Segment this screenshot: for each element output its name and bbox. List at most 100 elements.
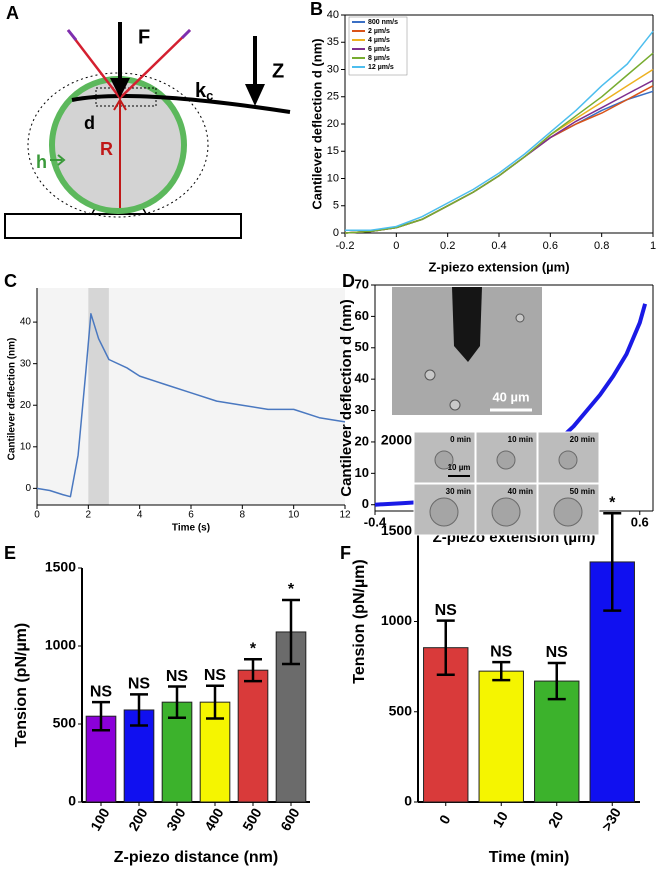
legend-label: 12 µm/s <box>368 64 394 71</box>
x-tick-label: >30 <box>598 805 624 834</box>
y-tick-label: 30 <box>355 402 369 417</box>
legend-label: 6 µm/s <box>368 46 390 53</box>
series-line <box>344 68 654 234</box>
legend-label: 2 µm/s <box>368 28 390 35</box>
indent <box>95 87 157 107</box>
cell <box>553 497 583 527</box>
panel: E 0 500 1000 1500 Tension (pN/µm) Z-piezo dist… <box>4 543 310 866</box>
bar-annotation: * <box>609 494 616 511</box>
panel-label: F <box>340 543 351 563</box>
error-bar <box>282 598 300 666</box>
y-tick-label: 1000 <box>45 637 76 653</box>
y-tick-label: 40 <box>20 317 32 328</box>
panel-label: D <box>342 271 355 291</box>
panel: C 0 10 20 30 40 0 2 4 6 8 10 12 Cantilever deflection… <box>4 271 351 534</box>
label-sub: c <box>206 88 213 103</box>
label: R <box>100 139 113 159</box>
error-bar <box>244 658 262 683</box>
bar-annotation: NS <box>435 602 458 619</box>
y-tick-label: 40 <box>327 9 339 21</box>
x-axis-label: Time (min) <box>489 849 570 866</box>
arrowhead <box>245 84 265 106</box>
shaded-range <box>88 288 109 505</box>
x-tick-label: 0.4 <box>491 240 506 252</box>
scale-label: 10 µm <box>448 463 471 472</box>
y-tick-label: 500 <box>53 715 77 731</box>
series-line <box>344 52 654 234</box>
y-axis-label: Cantilever deflection d (nm) <box>338 299 355 497</box>
cantilever <box>71 94 291 114</box>
y-tick-label: 0 <box>404 793 412 809</box>
panel-label: A <box>6 3 19 23</box>
x-tick-label: 200 <box>125 805 151 833</box>
y-tick-label: 25 <box>327 91 339 103</box>
x-axis-label: Z-piezo distance (nm) <box>114 849 278 866</box>
error-bar <box>168 685 186 720</box>
y-tick-label: 40 <box>355 371 369 386</box>
bar-annotation: NS <box>546 644 569 661</box>
y-axis-label: Cantilever deflection (nm) <box>7 338 18 461</box>
cell <box>558 450 578 470</box>
label: k <box>195 80 207 102</box>
bar <box>237 669 269 803</box>
series-line <box>344 90 654 234</box>
substrate <box>4 213 242 239</box>
arrowhead <box>113 98 127 111</box>
y-tick-label: 20 <box>20 400 32 411</box>
y-tick-label: 0 <box>68 793 76 809</box>
y-tick-label: 2000 <box>381 432 412 448</box>
x-tick-label: 10 <box>489 808 511 830</box>
x-tick-label: 0.6 <box>543 240 558 252</box>
x-tick-label: 0.2 <box>440 240 455 252</box>
y-tick-label: 20 <box>355 433 369 448</box>
arrowhead <box>110 78 130 98</box>
x-tick-label: 0.8 <box>594 240 609 252</box>
y-tick-label: 1500 <box>381 522 412 538</box>
x-axis-label: Z-piezo extension (µm) <box>428 259 569 274</box>
x-tick-label: 500 <box>239 805 265 833</box>
y-tick-label: 1500 <box>45 559 76 575</box>
error-bar <box>603 511 622 612</box>
frame-label: 10 min <box>508 435 533 444</box>
x-tick-label: 0 <box>34 510 40 521</box>
bar-annotation: * <box>288 581 295 598</box>
label: d <box>84 113 95 133</box>
error-bar <box>92 700 110 732</box>
cell <box>449 399 461 411</box>
x-tick-label: 12 <box>339 510 351 521</box>
y-axis-label: Cantilever deflection d (nm) <box>309 38 324 209</box>
y-tick-label: 30 <box>20 358 32 369</box>
bar-annotation: * <box>250 640 257 657</box>
x-tick-label: 400 <box>201 805 227 833</box>
series-line <box>36 313 346 498</box>
frame-label: 0 min <box>450 435 471 444</box>
bar-annotation: NS <box>90 683 113 700</box>
label: h <box>36 152 47 172</box>
legend-label: 4 µm/s <box>368 37 390 44</box>
x-tick-label: 20 <box>545 808 567 830</box>
label: F <box>138 26 150 48</box>
arrowhead <box>57 154 66 166</box>
y-tick-label: 500 <box>389 702 413 718</box>
x-tick-label: 2 <box>86 510 92 521</box>
panel-label: E <box>4 543 16 563</box>
x-tick-label: 4 <box>137 510 143 521</box>
inset-image: 40 µm <box>392 287 542 415</box>
y-tick-label: 15 <box>327 145 339 157</box>
legend-label: 8 µm/s <box>368 55 390 62</box>
series-line <box>344 79 654 234</box>
panel-label: C <box>4 271 17 291</box>
x-axis-label: Time (s) <box>172 523 210 534</box>
x-tick-label: 6 <box>188 510 194 521</box>
x-tick-label: -0.4 <box>364 514 387 529</box>
bar-annotation: NS <box>166 668 189 685</box>
y-axis-label: Tension (pN/µm) <box>351 559 368 683</box>
error-bar <box>206 684 224 720</box>
frame-label: 20 min <box>570 435 595 444</box>
x-tick-label: 8 <box>240 510 246 521</box>
y-tick-label: 70 <box>355 276 369 291</box>
laser-end <box>66 28 192 41</box>
scale-label: 40 µm <box>492 389 529 404</box>
